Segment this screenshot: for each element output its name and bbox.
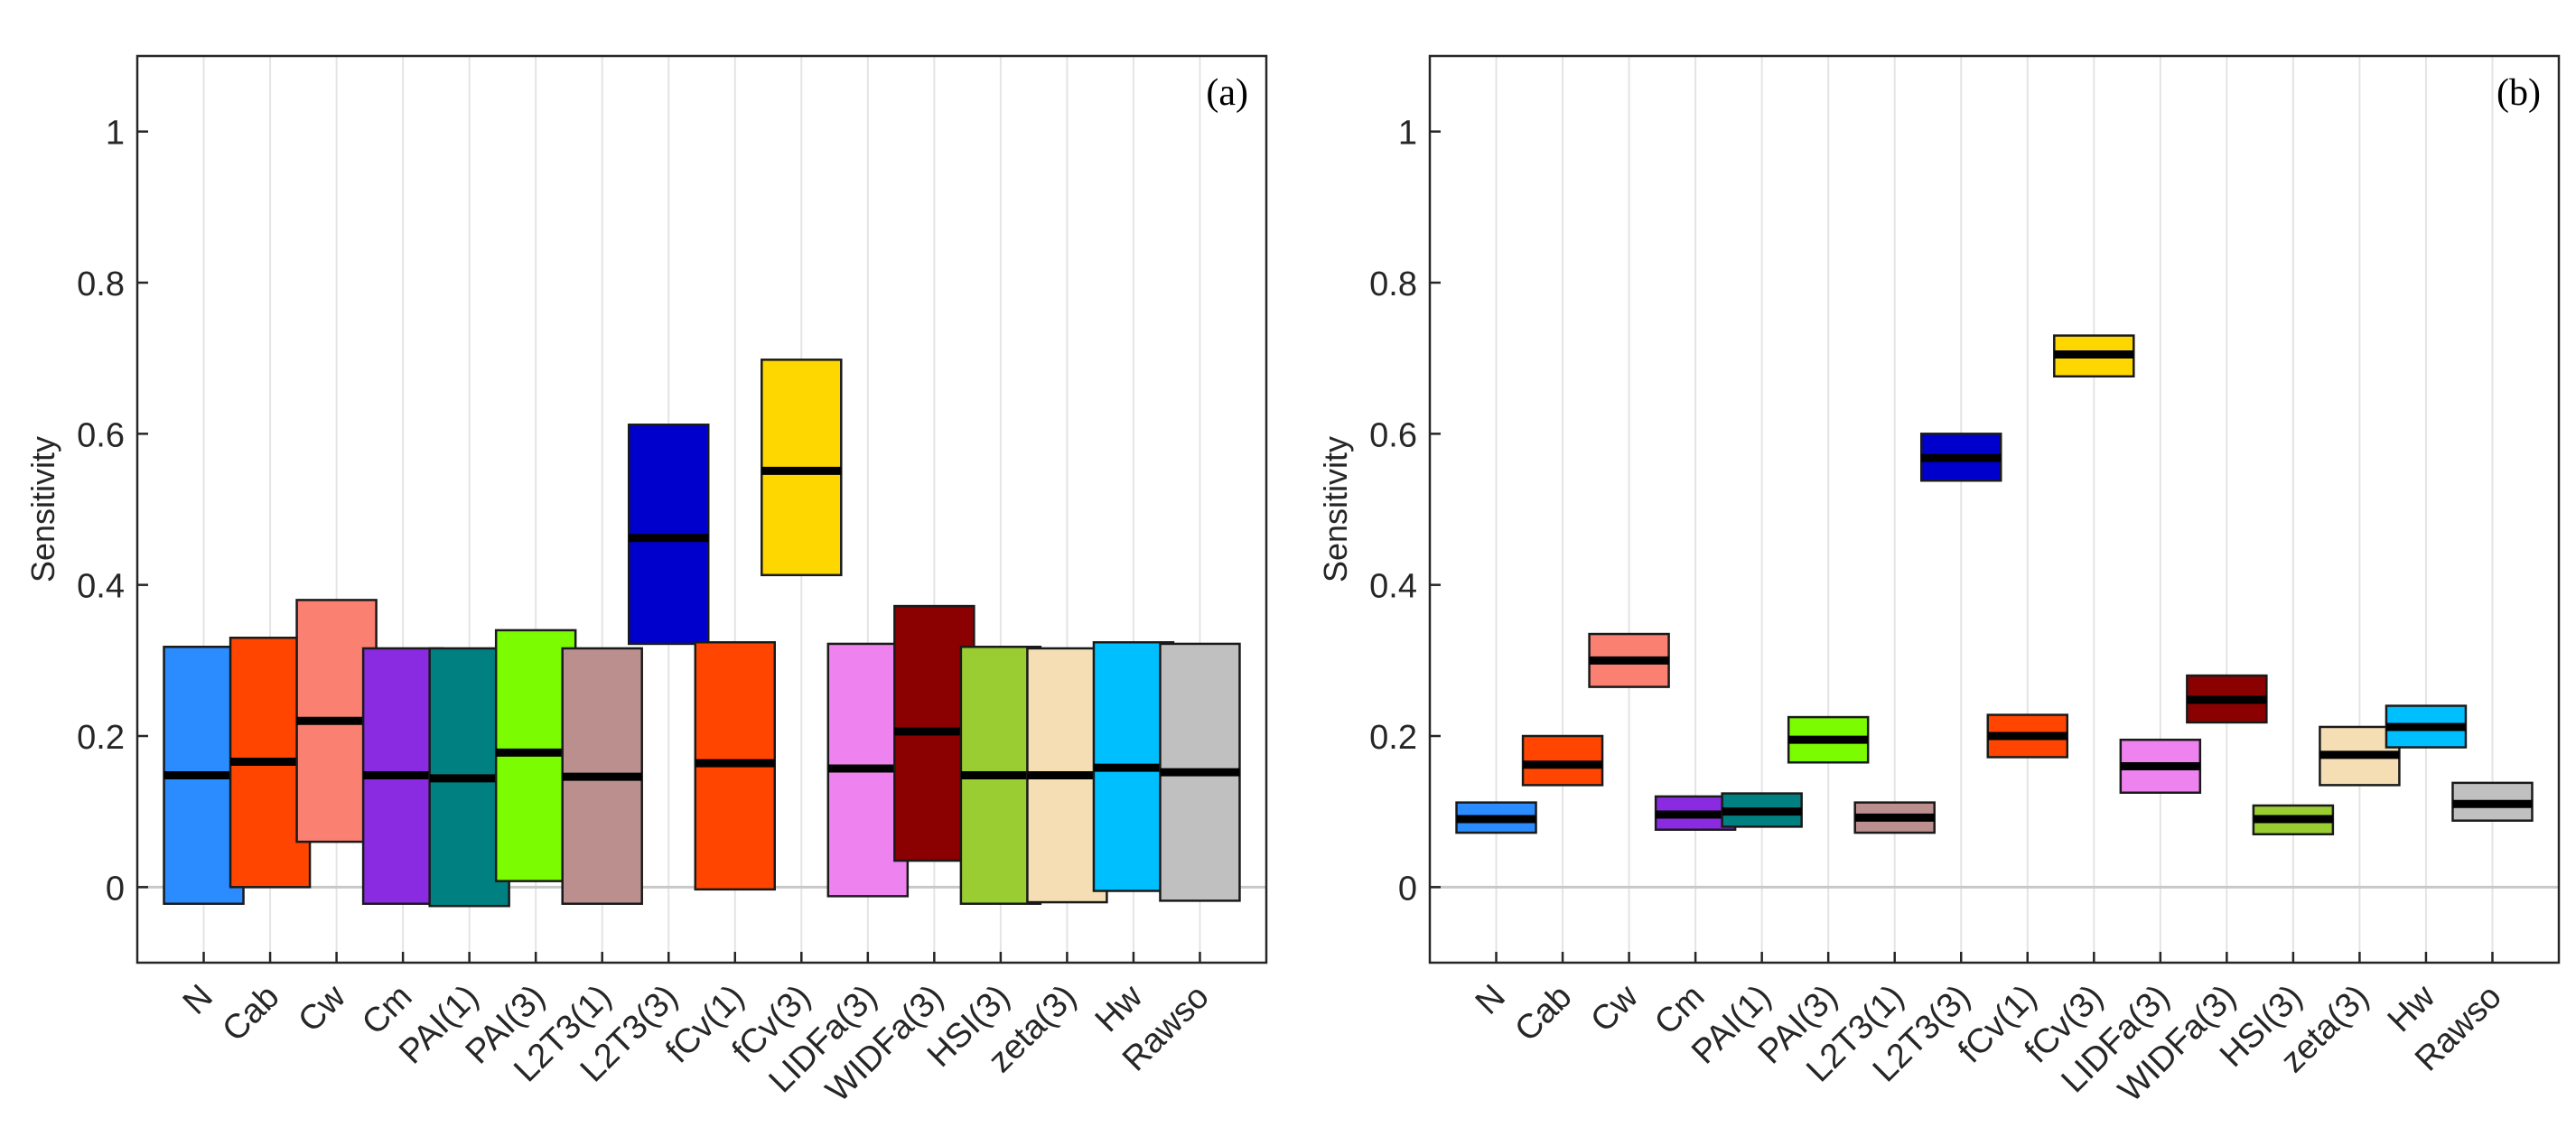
panel-b-label: (b) [2497,72,2541,114]
panel-b-ytick-label-5: 1 [1398,115,1417,153]
panel-b-ytick-label-2: 0.4 [1369,568,1417,606]
panel-b-ytick-label-0: 0 [1398,870,1417,908]
panel-a-ytick-label-1: 0.2 [77,719,125,757]
panel-a-ytick-label-5: 1 [106,115,125,153]
panel-a-ytick-label-2: 0.4 [77,568,125,606]
panel-a-ytick-label-4: 0.8 [77,266,125,303]
panel-a-ylabel: Sensitivity [24,436,61,582]
panel-a-axes-frame [135,54,1268,964]
panel-b-ylabel: Sensitivity [1317,436,1354,582]
panel-b-ytick-label-1: 0.2 [1369,719,1417,757]
panel-a-label: (a) [1206,72,1248,114]
panel-b-ytick-label-3: 0.6 [1369,416,1417,454]
panel-a-ytick-label-3: 0.6 [77,416,125,454]
panel-a-ytick-label-0: 0 [106,870,125,908]
panel-b-axes-frame [1428,54,2561,964]
panel-b-ytick-label-4: 0.8 [1369,266,1417,303]
panel-b-plot-area [1430,56,2559,963]
panel-b-box-Cab [1521,734,1604,787]
